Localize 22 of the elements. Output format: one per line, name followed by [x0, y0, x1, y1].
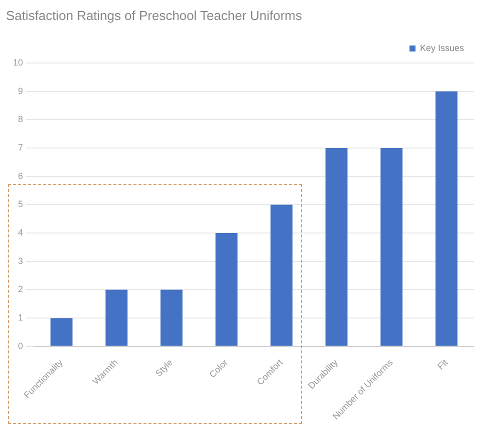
bar — [270, 204, 293, 346]
legend-label: Key Issues — [420, 42, 464, 53]
bar — [160, 290, 183, 346]
bar — [216, 233, 238, 346]
y-tick-label: 4 — [18, 228, 24, 238]
y-tick-label: 7 — [18, 142, 24, 153]
bar — [436, 91, 458, 346]
y-tick-label: 10 — [12, 57, 24, 68]
y-tick-label: 2 — [18, 284, 24, 294]
y-tick-label: 0 — [18, 340, 24, 351]
bar — [380, 148, 402, 346]
y-tick-label: 8 — [18, 114, 24, 124]
bar — [326, 148, 348, 346]
chart-title: Satisfaction Ratings of Preschool Teacher Uniforms — [6, 8, 302, 23]
bar — [106, 290, 128, 346]
bar — [50, 318, 73, 346]
y-tick-label: 1 — [18, 312, 24, 323]
y-tick-label: 9 — [18, 86, 24, 96]
y-tick-label: 5 — [18, 199, 24, 210]
x-tick-label: Fit — [436, 356, 450, 372]
y-tick-label: 6 — [18, 170, 24, 181]
y-tick-label: 3 — [18, 256, 24, 266]
